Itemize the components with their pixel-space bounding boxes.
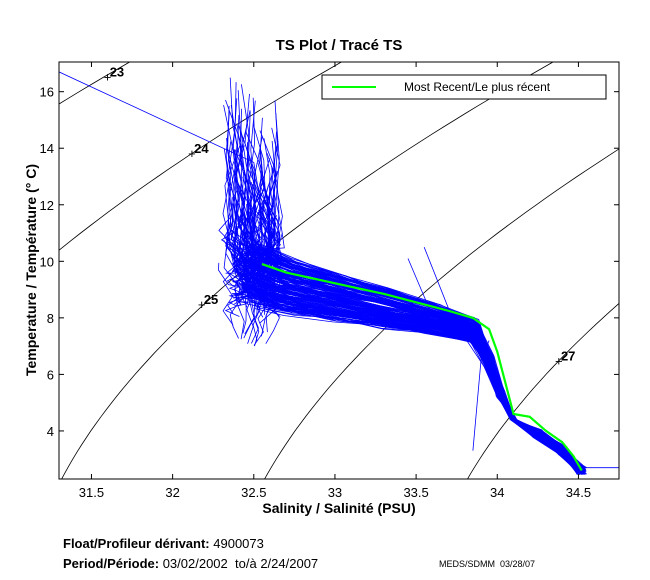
x-tick-label: 34	[490, 485, 504, 500]
x-tick-label: 32	[165, 485, 179, 500]
isopycnal-marker: +	[555, 354, 563, 369]
x-tick-label: 34.5	[566, 485, 591, 500]
y-tick-label: 4	[47, 424, 54, 439]
plot-frame	[58, 61, 620, 480]
x-tick-label: 33.5	[403, 485, 428, 500]
float-id: 4900073	[213, 536, 264, 551]
period-label: Period/Période:	[63, 556, 160, 571]
period-end: 2/24/2007	[260, 556, 319, 571]
most-recent-line	[261, 263, 583, 472]
profile-line	[228, 242, 585, 475]
y-tick-label: 10	[40, 254, 54, 269]
legend-label-most-recent: Most Recent/Le plus récent	[404, 80, 551, 94]
isopycnal-label: 25	[204, 292, 218, 307]
x-tick-label: 31.5	[79, 485, 104, 500]
profile-line	[223, 220, 580, 473]
period-separator: to/à	[235, 556, 257, 571]
y-axis-label: Temperature / Température (° C)	[23, 164, 39, 376]
y-tick-label: 16	[40, 85, 54, 100]
period-line: Period/Période: 03/02/2002 to/à 2/24/200…	[63, 556, 318, 571]
isopycnal-line	[467, 302, 619, 479]
y-tick-label: 14	[40, 141, 54, 156]
isopycnal-label: 24	[194, 141, 209, 156]
isopycnal-labels: +23+24+25+27	[104, 65, 576, 369]
profile-line	[472, 340, 490, 451]
y-tick-label: 6	[47, 367, 54, 382]
isopycnal-marker: +	[198, 297, 206, 312]
profile-line	[59, 71, 271, 262]
profile-line	[407, 258, 436, 324]
isopycnal-marker: +	[188, 146, 196, 161]
period-start: 03/02/2002	[162, 556, 228, 571]
chart-title: TS Plot / Tracé TS	[276, 37, 403, 54]
isopycnal-line	[59, 62, 343, 251]
profile-line	[423, 247, 458, 330]
float-line: Float/Profileur dérivant: 4900073	[63, 536, 264, 551]
isopycnal-line	[264, 148, 619, 479]
float-label: Float/Profileur dérivant:	[63, 536, 210, 551]
x-axis-label: Salinity / Salinité (PSU)	[262, 500, 415, 516]
profile-lines	[59, 71, 619, 475]
y-tick-label: 8	[47, 311, 54, 326]
y-tick-label: 12	[40, 198, 54, 213]
isopycnal-label: 27	[561, 349, 575, 364]
profile-line	[232, 98, 584, 470]
credit-text: MEDS/SDMM 03/28/07	[439, 559, 536, 569]
profile-line	[234, 273, 579, 474]
x-tick-label: 33	[328, 485, 342, 500]
x-tick-label: 32.5	[241, 485, 266, 500]
profile-line	[578, 461, 619, 469]
profile-line	[231, 218, 584, 473]
isopycnal-marker: +	[104, 70, 112, 85]
most-recent-layer	[261, 263, 583, 472]
isopycnal-line	[59, 62, 131, 105]
isopycnal-label: 23	[110, 65, 124, 80]
x-axis: 31.5 32 32.5 33 33.5 34 34.5	[79, 62, 591, 500]
legend: Most Recent/Le plus récent	[321, 74, 607, 100]
profile-line	[220, 230, 579, 472]
y-axis: 4 6 8 10 12 14 16	[40, 85, 619, 439]
